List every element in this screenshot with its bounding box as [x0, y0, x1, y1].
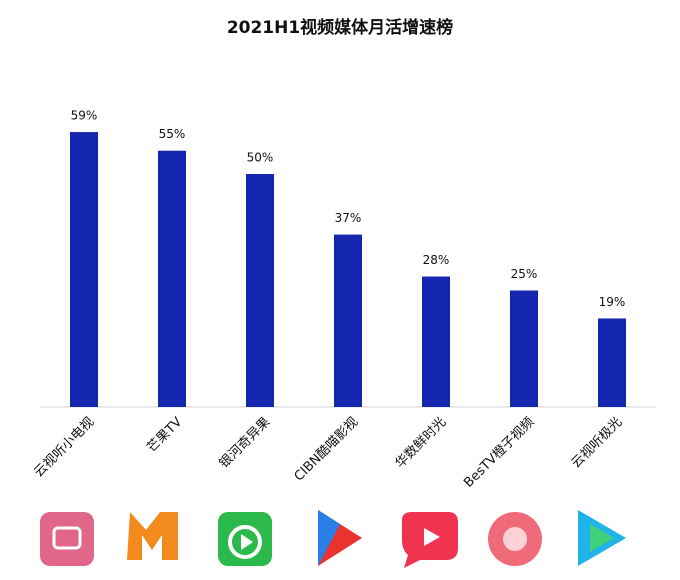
- icon: [318, 510, 340, 566]
- value-label: 55%: [159, 127, 186, 141]
- value-label: 50%: [247, 151, 274, 165]
- x-tick-label: 芒果TV: [144, 414, 186, 456]
- x-tick-label: CIBN酷喵影视: [292, 415, 362, 485]
- icon: [241, 534, 253, 550]
- bar: [598, 318, 626, 407]
- value-label: 37%: [335, 211, 362, 225]
- x-tick-label: 华数鲜时光: [393, 415, 450, 472]
- bar: [334, 234, 362, 407]
- x-tick-label: BesTV橙子视频: [461, 415, 537, 491]
- chart-title: 2021H1视频媒体月活增速榜: [227, 17, 453, 38]
- value-label: 28%: [423, 253, 450, 267]
- app-icons: [40, 510, 626, 568]
- bar: [422, 276, 450, 407]
- icon: [228, 525, 262, 559]
- value-label: 25%: [511, 267, 538, 281]
- bar: [246, 174, 274, 407]
- icon: [424, 528, 440, 546]
- icon: [127, 512, 178, 560]
- bar: [510, 290, 538, 407]
- icon: [590, 524, 614, 552]
- icon: [52, 526, 82, 550]
- bar: [70, 132, 98, 407]
- bar: [158, 150, 186, 407]
- x-tick-label: 云视听小电视: [32, 415, 98, 481]
- value-label: 59%: [71, 109, 98, 123]
- x-tick-label: 银河奇异果: [216, 414, 273, 471]
- value-label: 19%: [599, 295, 626, 309]
- icon: [40, 512, 94, 566]
- icon: [503, 527, 527, 551]
- x-tick-label: 云视听极光: [569, 415, 626, 472]
